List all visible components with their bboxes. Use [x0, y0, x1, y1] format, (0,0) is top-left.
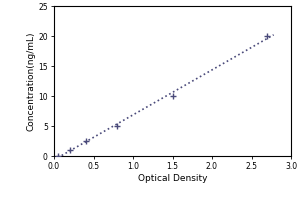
X-axis label: Optical Density: Optical Density — [138, 174, 207, 183]
Y-axis label: Concentration(ng/mL): Concentration(ng/mL) — [26, 31, 35, 131]
